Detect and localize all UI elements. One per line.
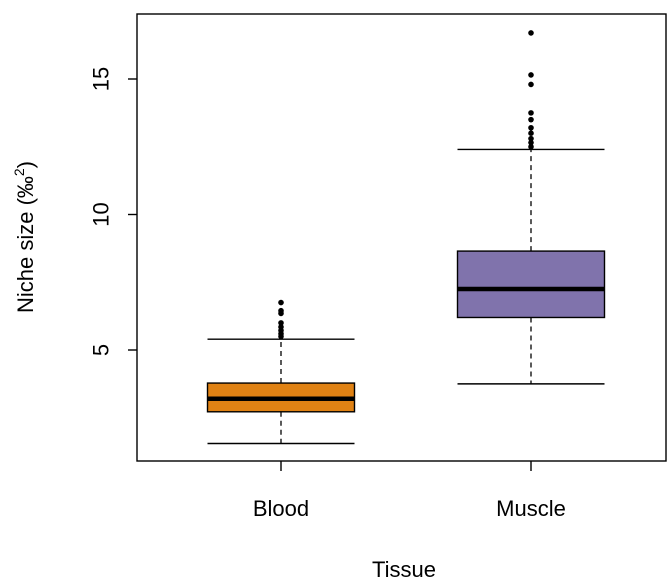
outlier-point xyxy=(528,72,534,78)
outlier-point xyxy=(528,81,534,88)
outlier-point xyxy=(278,324,284,330)
outlier-point xyxy=(528,116,534,123)
iqr-box xyxy=(456,250,606,319)
outlier-point xyxy=(528,143,534,150)
box-muscle xyxy=(456,30,606,385)
outlier-point xyxy=(528,139,534,146)
x-tick-label: Blood xyxy=(253,496,309,521)
y-axis-title-superscript: 2 xyxy=(11,168,27,176)
x-axis-title: Tissue xyxy=(372,557,436,580)
outlier-point xyxy=(528,124,534,131)
y-axis: 5 10 15 xyxy=(89,67,137,356)
boxes-layer xyxy=(206,30,606,445)
plot-frame xyxy=(136,13,667,462)
outlier-point xyxy=(278,307,284,314)
y-axis-title-main: Niche size (‰ xyxy=(13,176,38,313)
y-axis-title-close: ) xyxy=(13,161,38,168)
y-tick-label: 5 xyxy=(89,344,114,356)
x-axis: Blood Muscle xyxy=(253,461,566,521)
box-blood xyxy=(206,299,356,445)
y-axis-title: Niche size (‰2) xyxy=(11,161,38,313)
outlier-point xyxy=(528,130,534,136)
outlier-point xyxy=(528,135,534,142)
x-tick-label: Muscle xyxy=(496,496,566,521)
outlier-point xyxy=(278,299,284,306)
outlier-point xyxy=(528,30,534,36)
y-tick-label: 10 xyxy=(89,202,114,226)
outlier-point xyxy=(278,320,284,326)
y-tick-label: 15 xyxy=(89,67,114,91)
outlier-point xyxy=(528,110,534,116)
